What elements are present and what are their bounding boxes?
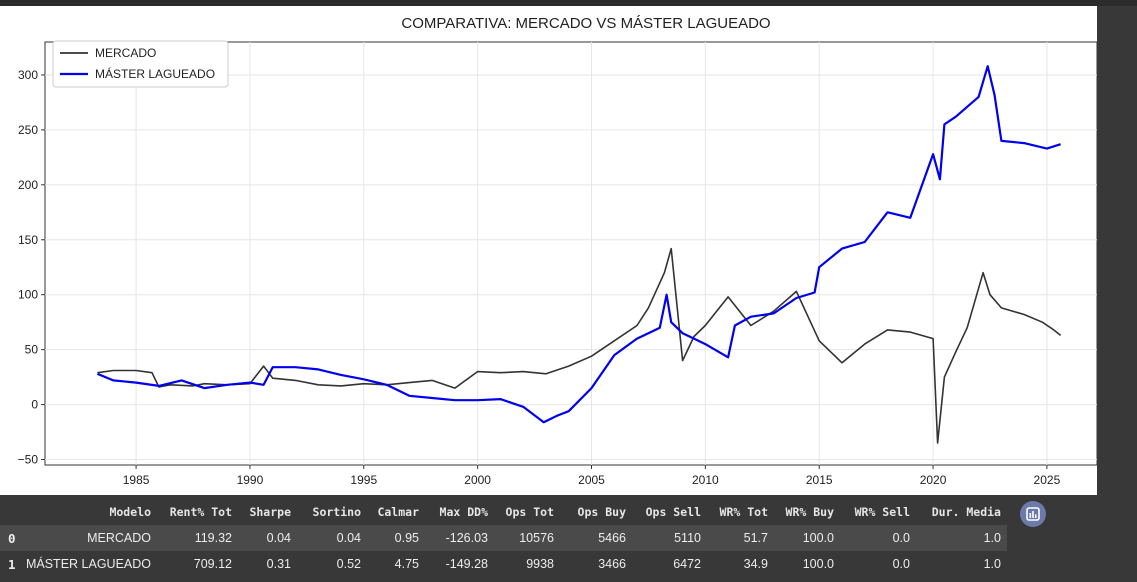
series-layer <box>96 65 1062 444</box>
table-header-row: Modelo Rent% Tot Sharpe Sortino Calmar Max DD… <box>0 499 1007 525</box>
table-cell: 6472 <box>632 551 707 577</box>
table-cell: 0.0 <box>840 525 916 551</box>
table-header-cell: WR% Tot <box>719 505 768 519</box>
table-header-index <box>0 499 22 525</box>
table-header-cell: Dur. Media <box>931 505 1001 519</box>
table-cell: 10576 <box>494 525 560 551</box>
chart-svg: COMPARATIVA: MERCADO VS MÁSTER LAGUEADO … <box>18 15 1097 487</box>
legend-box <box>52 40 229 88</box>
table-header-cell: Calmar <box>377 505 419 519</box>
table-cell: MERCADO <box>22 525 157 551</box>
table-cell: 0.52 <box>297 551 367 577</box>
results-table-area: Modelo Rent% Tot Sharpe Sortino Calmar Max DD… <box>0 495 1137 582</box>
y-tick-label: −50 <box>18 453 39 467</box>
table-header-cell: Modelo <box>109 505 151 519</box>
table-header-cell: Max DD% <box>439 505 488 519</box>
y-tick-label: 200 <box>18 178 38 192</box>
grid-layer <box>45 42 1097 465</box>
table-cell: 51.7 <box>707 525 774 551</box>
legend-label-mercado: MERCADO <box>95 46 156 60</box>
y-tick-label: 300 <box>18 68 38 82</box>
x-tick-label: 1995 <box>350 473 377 487</box>
table-cell: -126.03 <box>425 525 494 551</box>
table-cell: 9938 <box>494 551 560 577</box>
table-cell: 5466 <box>560 525 632 551</box>
table-row: 0 MERCADO 119.32 0.04 0.04 0.95 -126.03 10576 54… <box>0 525 1007 551</box>
table-cell: 0.04 <box>238 525 297 551</box>
table-header-cell: WR% Buy <box>785 505 834 519</box>
chart-figure: COMPARATIVA: MERCADO VS MÁSTER LAGUEADO … <box>0 6 1097 495</box>
table-cell: 0.95 <box>367 525 425 551</box>
table-header-cell: Ops Buy <box>577 505 626 519</box>
table-cell: 5110 <box>632 525 707 551</box>
legend-label-master-lagueado: MÁSTER LAGUEADO <box>95 66 215 81</box>
table-header-cell: Sharpe <box>249 505 291 519</box>
results-table: Modelo Rent% Tot Sharpe Sortino Calmar Max DD… <box>0 499 1007 577</box>
x-tick-label: 2010 <box>692 473 719 487</box>
y-tick-label: 0 <box>31 398 38 412</box>
table-row: 1 MÁSTER LAGUEADO 709.12 0.31 0.52 4.75 -149.2… <box>0 551 1007 577</box>
x-tick-label: 2025 <box>1034 473 1061 487</box>
table-cell: 0.0 <box>840 551 916 577</box>
table-header-cell: Ops Tot <box>505 505 554 519</box>
x-tick-label: 1990 <box>237 473 264 487</box>
table-cell: 1.0 <box>916 551 1007 577</box>
table-cell: 4.75 <box>367 551 425 577</box>
x-tick-label: 1985 <box>123 473 150 487</box>
table-row-index: 0 <box>0 525 22 551</box>
top-strip <box>0 0 1137 6</box>
table-header-cell: Rent% Tot <box>169 505 232 519</box>
table-cell: 100.0 <box>774 551 840 577</box>
y-tick-label: 50 <box>25 343 39 357</box>
table-header-cell: WR% Sell <box>854 505 910 519</box>
x-tick-label: 2015 <box>806 473 833 487</box>
table-cell: 1.0 <box>916 525 1007 551</box>
x-tick-label: 2000 <box>464 473 491 487</box>
tick-layer: 1985 1990 1995 2000 2005 2010 2015 2020 2025 −50 0… <box>18 68 1061 487</box>
table-cell: 709.12 <box>157 551 238 577</box>
plot-frame <box>44 41 1097 466</box>
table-header-cell: Ops Sell <box>645 505 701 519</box>
table-cell: -149.28 <box>425 551 494 577</box>
table-cell: 34.9 <box>707 551 774 577</box>
table-cell: MÁSTER LAGUEADO <box>22 551 157 577</box>
table-cell: 0.31 <box>238 551 297 577</box>
y-tick-label: 100 <box>18 288 38 302</box>
series-line-mercado <box>97 247 1062 444</box>
bar-chart-icon <box>1026 507 1040 521</box>
x-tick-label: 2005 <box>578 473 605 487</box>
chart-suggest-button[interactable] <box>1020 501 1046 527</box>
table-cell: 119.32 <box>157 525 238 551</box>
table-header-cell: Sortino <box>312 505 361 519</box>
legend: MERCADO MÁSTER LAGUEADO <box>52 40 229 88</box>
y-tick-label: 150 <box>18 233 38 247</box>
table-cell: 100.0 <box>774 525 840 551</box>
table-cell: 0.04 <box>297 525 367 551</box>
chart-title: COMPARATIVA: MERCADO VS MÁSTER LAGUEADO <box>401 15 770 32</box>
table-row-index: 1 <box>0 551 22 577</box>
series-line-master-lagueado <box>96 65 1061 424</box>
y-tick-label: 250 <box>18 123 38 137</box>
table-cell: 3466 <box>560 551 632 577</box>
x-tick-label: 2020 <box>920 473 947 487</box>
